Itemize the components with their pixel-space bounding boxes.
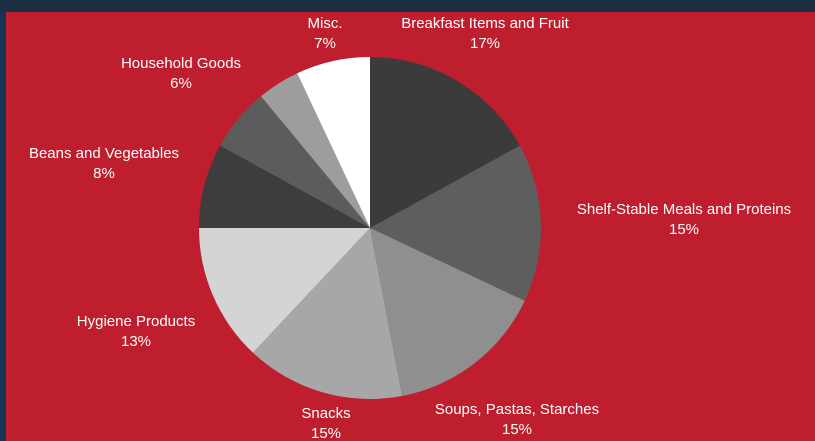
left-border: [0, 12, 6, 441]
slice-label: Shelf-Stable Meals and Proteins: [577, 201, 791, 218]
pie-slice-hygiene-products: [199, 228, 370, 353]
pie-slice-beans-and-vegetables: [199, 145, 370, 228]
slice-value-label: 13%: [121, 333, 151, 350]
slice-label: Soups, Pastas, Starches: [435, 401, 599, 418]
pie-slice-snacks: [252, 228, 403, 399]
pie-slice-household-goods: [220, 96, 370, 229]
slice-label: Household Goods: [121, 55, 241, 72]
pie-slice-misc: [297, 56, 370, 228]
pie-slice-unlabeled: [261, 73, 370, 229]
top-border: [0, 0, 815, 12]
slice-value-label: 7%: [314, 35, 336, 52]
slice-label: Misc.: [308, 15, 343, 32]
pie-slice-soups-pastas-starches: [370, 228, 525, 396]
slice-value-label: 17%: [470, 35, 500, 52]
slice-label: Snacks: [301, 405, 350, 422]
slice-value-label: 15%: [311, 425, 341, 441]
slice-value-label: 6%: [170, 75, 192, 92]
pie-slice-breakfast-items-and-fruit: [370, 56, 520, 228]
slice-value-label: 8%: [93, 165, 115, 182]
slice-label: Hygiene Products: [77, 313, 195, 330]
pie-labels: Breakfast Items and Fruit 17% Shelf-Stable…: [29, 15, 791, 441]
slice-label: Beans and Vegetables: [29, 145, 179, 162]
slice-value-label: 15%: [502, 421, 532, 438]
pie-slice-shelf-stable-meals-and-proteins: [370, 145, 542, 301]
slice-value-label: 15%: [669, 221, 699, 238]
pie-slices: [199, 56, 542, 399]
slice-label: Breakfast Items and Fruit: [401, 15, 569, 32]
